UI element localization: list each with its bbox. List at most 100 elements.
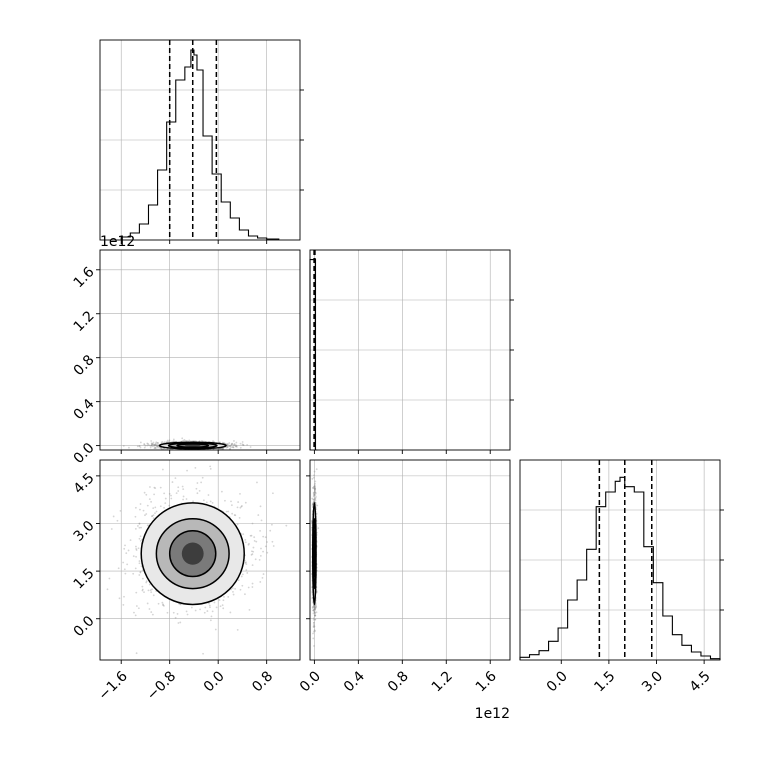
marginal-hist-2-xtick-label-1: 1.5 — [591, 668, 618, 695]
joint-0-2-point — [222, 607, 225, 610]
joint-0-1-point — [231, 446, 234, 448]
joint-0-1-point — [155, 444, 158, 447]
joint-0-2-point — [108, 577, 111, 580]
joint-0-1-point — [150, 440, 153, 442]
joint-1-2-point — [313, 629, 316, 632]
joint-0-2-point — [241, 505, 243, 507]
joint-0-1-point — [166, 439, 169, 442]
joint-1-2-point — [313, 607, 316, 610]
joint-1-2-point — [312, 625, 315, 628]
joint-0-1-point — [154, 446, 156, 449]
joint-0-2-point — [164, 502, 167, 505]
joint-0-1-point — [143, 443, 146, 446]
joint-0-1-point — [188, 439, 191, 442]
joint-0-1-point — [156, 445, 159, 448]
joint-0-1-point — [221, 447, 223, 450]
joint-0-2-point — [259, 529, 261, 532]
joint-0-1-point — [184, 439, 187, 442]
joint-0-2-point — [139, 571, 142, 574]
joint-0-2-point — [211, 501, 214, 504]
joint-1-2-xtick-label-4: 1.6 — [473, 668, 500, 695]
joint-0-2-xtick-label-1: −0.8 — [144, 668, 179, 703]
joint-0-1-point — [234, 444, 237, 446]
joint-1-2-point — [312, 607, 314, 609]
joint-0-2-point — [138, 526, 141, 529]
joint-1-2-point — [311, 606, 314, 608]
joint-1-2-point — [315, 495, 317, 498]
joint-0-1-point — [153, 444, 156, 446]
joint-0-1-point — [230, 446, 232, 448]
joint-0-1-point — [181, 437, 184, 440]
joint-0-2-point — [231, 587, 234, 590]
joint-0-2-point — [116, 519, 119, 522]
joint-0-2-point — [245, 561, 247, 564]
joint-0-2-point — [245, 563, 248, 566]
joint-0-1-point — [241, 443, 244, 446]
marginal-hist-1-border — [309, 249, 511, 451]
joint-0-2-point — [208, 604, 211, 607]
joint-0-1-point — [221, 441, 224, 444]
joint-1-2-point — [313, 626, 315, 628]
joint-0-1-point — [182, 439, 184, 442]
joint-0-2-point — [196, 482, 199, 484]
joint-1-2-point — [312, 612, 315, 615]
joint-0-1-point — [128, 446, 130, 449]
joint-1-2-point — [312, 495, 315, 498]
joint-0-2-point — [211, 610, 214, 613]
joint-0-2-point — [218, 599, 221, 601]
joint-0-2-point — [150, 591, 153, 594]
joint-0-1-point — [157, 446, 159, 449]
joint-1-2-point — [312, 486, 314, 489]
joint-0-2-point — [266, 551, 269, 554]
joint-0-2-point — [258, 558, 261, 561]
joint-1-2-point — [312, 609, 315, 612]
joint-0-1-point — [233, 444, 236, 447]
joint-0-1-point — [151, 442, 153, 445]
joint-0-2-point — [123, 568, 126, 571]
joint-1-2-point — [313, 493, 316, 496]
joint-0-1-background — [100, 250, 300, 450]
joint-0-1-ytick-label-3: 1.2 — [71, 308, 98, 335]
joint-1-2-point — [314, 618, 317, 621]
joint-0-1-point — [150, 444, 153, 447]
joint-0-2-point — [272, 492, 274, 495]
joint-0-2-point — [185, 610, 188, 613]
joint-0-2-point — [152, 594, 155, 597]
joint-0-2-point — [143, 491, 146, 494]
joint-1-2-point — [311, 497, 314, 500]
joint-0-1-point — [229, 445, 232, 448]
joint-0-2-point — [182, 495, 185, 498]
joint-0-2-point — [240, 505, 243, 508]
joint-0-2-point — [272, 545, 275, 547]
joint-0-2-point — [163, 492, 166, 495]
joint-0-2-point — [253, 540, 256, 542]
joint-0-1-point — [154, 447, 157, 450]
joint-1-2-point — [314, 618, 317, 621]
joint-1-2-point — [314, 605, 317, 608]
joint-0-1-point — [154, 444, 157, 447]
joint-0-2-point — [244, 562, 247, 564]
joint-0-1-point — [242, 444, 245, 446]
joint-0-1-point — [160, 447, 163, 450]
joint-0-2-point — [138, 560, 141, 562]
joint-0-1-point — [138, 445, 141, 447]
joint-0-2-point — [209, 465, 212, 468]
joint-0-1-point — [167, 440, 170, 443]
joint-1-2-point — [313, 485, 315, 488]
joint-1-2-point — [313, 623, 315, 626]
joint-0-2-point — [262, 573, 265, 575]
joint-0-1-point — [149, 444, 152, 447]
joint-0-2-point — [246, 572, 249, 574]
marginal-hist-2-xtick-label-2: 3.0 — [639, 668, 666, 695]
joint-0-2-point — [209, 619, 212, 622]
joint-0-2-point — [262, 535, 265, 538]
joint-1-2-point — [315, 611, 318, 614]
joint-0-2-point — [244, 593, 246, 596]
joint-0-2-contour-0 — [140, 502, 245, 606]
joint-1-2-point — [314, 492, 317, 495]
joint-0-2-point — [255, 540, 258, 543]
joint-1-2-point — [314, 491, 317, 494]
joint-0-2-point — [177, 486, 180, 489]
joint-0-2-point — [213, 601, 216, 604]
